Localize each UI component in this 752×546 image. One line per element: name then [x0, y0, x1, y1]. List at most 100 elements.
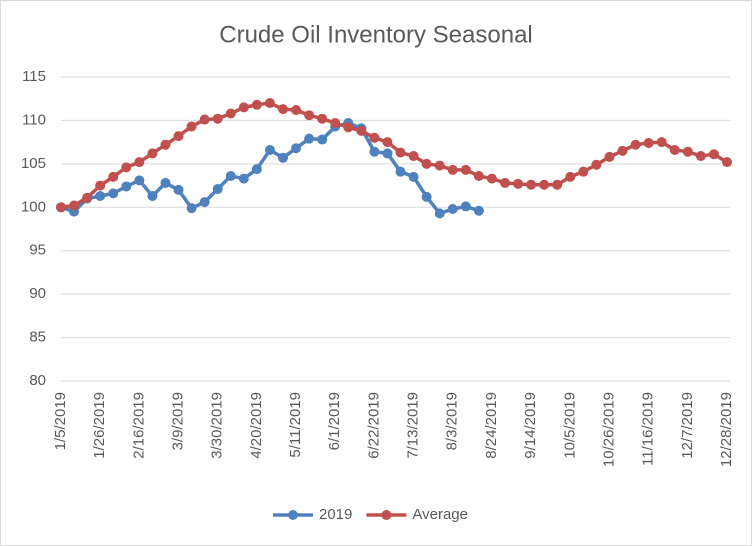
data-point	[212, 184, 223, 195]
data-point	[434, 208, 445, 219]
data-point	[421, 191, 432, 202]
data-point	[434, 160, 445, 171]
x-tick-label: 1/5/2019	[52, 392, 69, 450]
data-point	[460, 164, 471, 175]
data-point	[604, 151, 615, 162]
x-tick-label: 8/24/2019	[483, 392, 500, 459]
data-point	[526, 179, 537, 190]
data-point	[278, 104, 288, 115]
x-tick-label: 5/11/2019	[287, 392, 304, 458]
data-point	[95, 190, 106, 201]
x-tick-label: 4/20/2019	[248, 392, 265, 459]
data-point	[304, 110, 315, 121]
x-tick-label: 1/26/2019	[91, 392, 108, 459]
data-point	[225, 171, 236, 182]
y-tick-label: 85	[29, 329, 46, 346]
y-tick-label: 100	[21, 198, 46, 215]
data-point	[121, 162, 132, 173]
legend-label: 2019	[319, 506, 352, 523]
x-tick-label: 10/5/2019	[561, 392, 578, 459]
data-point	[186, 203, 197, 214]
chart-title: Crude Oil Inventory Seasonal	[219, 21, 533, 48]
x-tick-label: 12/28/2019	[718, 392, 735, 467]
data-point	[369, 146, 380, 157]
y-tick-label: 110	[22, 111, 46, 128]
data-point	[238, 173, 249, 184]
data-point	[251, 164, 262, 175]
data-point	[473, 205, 484, 216]
x-tick-label: 7/13/2019	[405, 392, 422, 459]
data-point	[552, 179, 563, 190]
data-point	[330, 118, 341, 129]
x-tick-label: 2/16/2019	[130, 392, 147, 459]
data-point	[199, 114, 210, 125]
data-point	[291, 143, 302, 154]
data-point	[264, 98, 275, 109]
data-point	[447, 164, 458, 175]
data-point	[565, 171, 576, 182]
legend-label: Average	[412, 506, 468, 523]
data-point	[121, 181, 132, 192]
data-point	[486, 173, 497, 184]
x-tick-label: 6/1/2019	[326, 392, 343, 450]
data-point	[591, 159, 602, 170]
data-point	[708, 149, 719, 160]
data-point	[304, 133, 315, 144]
x-tick-label: 3/9/2019	[169, 392, 186, 450]
data-point	[395, 147, 406, 158]
data-point	[617, 145, 628, 156]
x-tick-label: 12/7/2019	[679, 392, 696, 459]
data-point	[395, 166, 406, 177]
data-point	[500, 177, 510, 188]
data-point	[95, 180, 106, 191]
y-tick-label: 115	[22, 68, 46, 85]
data-point	[264, 144, 275, 155]
data-point	[682, 146, 693, 157]
data-point	[160, 177, 171, 188]
data-point	[147, 190, 158, 201]
data-point	[421, 158, 432, 169]
y-tick-label: 80	[29, 372, 46, 389]
data-point	[369, 132, 380, 143]
x-tick-label: 11/16/2019	[640, 392, 657, 466]
data-point	[134, 175, 145, 186]
data-point	[317, 134, 328, 145]
y-tick-label: 90	[29, 285, 46, 302]
data-point	[147, 148, 158, 159]
data-point	[199, 197, 210, 208]
x-tick-label: 8/3/2019	[444, 392, 461, 450]
data-point	[656, 137, 667, 148]
data-point	[513, 178, 524, 189]
data-point	[460, 201, 471, 212]
x-tick-label: 10/26/2019	[600, 392, 617, 467]
data-point	[291, 105, 302, 116]
series-line	[60, 101, 728, 210]
data-point	[160, 139, 171, 150]
data-point	[643, 138, 654, 149]
legend-marker	[288, 510, 298, 520]
data-point	[722, 157, 732, 168]
data-point	[238, 102, 249, 113]
data-point	[382, 137, 393, 148]
data-point	[473, 171, 484, 182]
data-point	[278, 152, 288, 163]
data-point	[173, 184, 184, 195]
data-point	[408, 151, 419, 162]
data-point	[225, 108, 236, 119]
data-point	[69, 200, 80, 211]
data-point	[695, 151, 706, 162]
data-point	[343, 122, 354, 133]
data-point	[447, 204, 458, 215]
data-point	[669, 144, 680, 155]
data-point	[108, 171, 119, 182]
data-point	[317, 113, 328, 124]
data-point	[382, 148, 393, 159]
data-point	[56, 202, 66, 213]
y-tick-label: 105	[21, 155, 46, 172]
data-point	[186, 121, 197, 132]
data-point	[134, 157, 145, 168]
data-point	[212, 113, 223, 124]
x-tick-label: 3/30/2019	[209, 392, 226, 459]
